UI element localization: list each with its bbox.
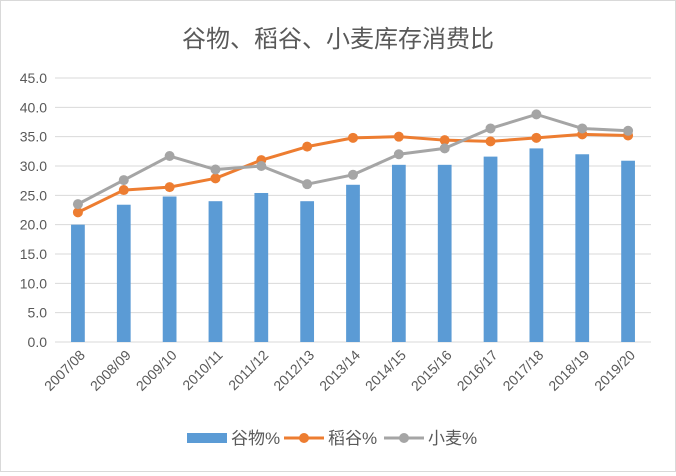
data-point xyxy=(577,123,588,134)
data-point xyxy=(348,132,358,143)
bar xyxy=(346,184,360,342)
y-tick-label: 5.0 xyxy=(28,305,48,321)
x-tick-label: 2012/13 xyxy=(270,347,317,394)
bar xyxy=(71,224,85,342)
legend-label: 谷物% xyxy=(231,429,280,448)
bar-series xyxy=(71,148,635,342)
data-point xyxy=(439,143,450,154)
y-tick-label: 20.0 xyxy=(20,217,47,233)
legend-marker xyxy=(299,433,309,443)
y-tick-label: 35.0 xyxy=(20,129,47,145)
bar xyxy=(621,160,635,342)
data-point xyxy=(302,141,313,152)
data-point xyxy=(72,199,83,210)
x-tick-label: 2007/08 xyxy=(41,347,88,394)
data-point xyxy=(531,132,542,143)
data-point xyxy=(118,185,129,196)
data-point xyxy=(164,182,175,193)
line-series xyxy=(72,109,634,218)
bar xyxy=(483,156,498,342)
bar xyxy=(300,201,315,342)
bar xyxy=(391,164,406,342)
y-tick-label: 40.0 xyxy=(20,99,47,115)
data-point xyxy=(164,151,175,162)
x-tick-label: 2018/19 xyxy=(545,347,592,394)
legend-label: 小麦% xyxy=(428,429,477,448)
data-point xyxy=(393,131,404,142)
legend-swatch xyxy=(187,433,227,443)
y-tick-label: 25.0 xyxy=(20,187,47,203)
x-tick-label: 2010/11 xyxy=(179,347,226,394)
bar xyxy=(254,192,269,342)
x-tick-label: 2019/20 xyxy=(591,347,638,394)
bar xyxy=(437,164,452,342)
data-point xyxy=(256,161,267,171)
legend-label: 稻谷% xyxy=(328,429,377,448)
x-tick-label: 2016/17 xyxy=(454,347,501,394)
y-tick-label: 0.0 xyxy=(28,334,48,350)
data-point xyxy=(485,123,496,134)
data-point xyxy=(439,135,450,146)
data-point xyxy=(623,125,634,136)
x-tick-label: 2009/10 xyxy=(133,347,180,394)
x-tick-label: 2017/18 xyxy=(499,347,546,394)
data-point xyxy=(210,164,221,175)
legend: 谷物% 稻谷% 小麦% xyxy=(187,429,477,448)
bar xyxy=(162,196,177,342)
data-point xyxy=(210,173,221,184)
x-tick-label: 2011/12 xyxy=(225,347,272,394)
data-point xyxy=(302,179,313,190)
bar xyxy=(208,201,223,342)
y-tick-label: 10.0 xyxy=(20,275,47,291)
y-axis-labels: 0.0 5.0 10.0 15.0 20.0 25.0 30.0 35.0 40.0 45.0 xyxy=(20,70,47,350)
y-tick-label: 30.0 xyxy=(20,158,47,174)
y-tick-label: 15.0 xyxy=(20,246,47,262)
x-tick-label: 2014/15 xyxy=(362,347,409,394)
x-tick-label: 2015/16 xyxy=(408,347,455,394)
data-point xyxy=(393,149,404,160)
data-point xyxy=(72,207,83,218)
x-tick-label: 2013/14 xyxy=(316,347,363,394)
bar xyxy=(575,154,590,342)
data-point xyxy=(531,109,542,120)
data-point xyxy=(485,136,496,147)
x-tick-label: 2008/09 xyxy=(87,347,134,394)
y-tick-label: 45.0 xyxy=(20,70,47,86)
bar xyxy=(116,204,131,342)
data-point xyxy=(348,169,358,180)
legend-marker xyxy=(399,433,409,443)
bar xyxy=(529,148,544,342)
chart-title: 谷物、稻谷、小麦库存消费比 xyxy=(182,26,494,53)
data-point xyxy=(118,175,129,186)
